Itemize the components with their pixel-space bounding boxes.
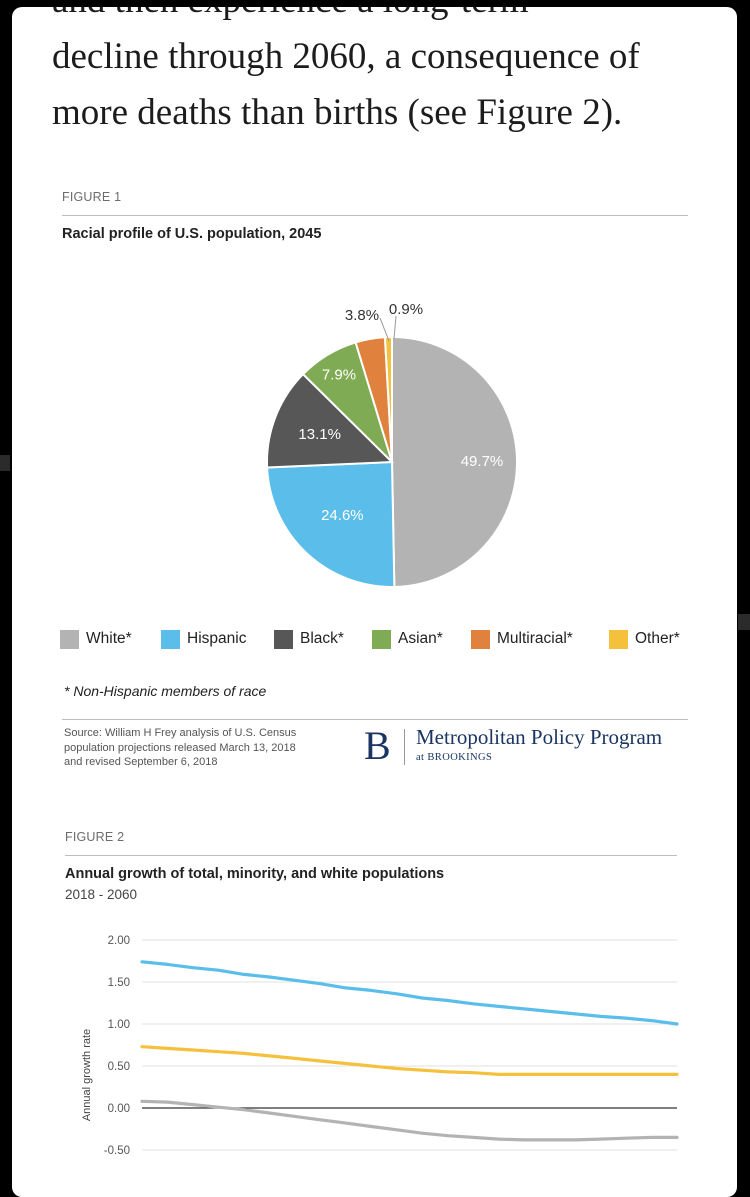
article-line: and then experience a long-term [52,7,732,29]
legend-item-black: Black* [274,627,344,651]
legend-item-hispanic: Hispanic [161,627,246,651]
figure1-rule [62,215,688,216]
pie-slice-other [383,335,393,463]
legend-label: Hispanic [187,630,247,647]
pie-data-label: 49.7% [461,453,504,470]
brookings-logo-divider [404,729,405,765]
brookings-program-name: Metropolitan Policy Program [416,725,663,749]
legend-swatch [372,629,391,649]
pie-leader-line [393,315,397,340]
pie-data-label: 3.8% [345,307,379,324]
pie-data-label: 0.9% [389,301,423,318]
legend-swatch [471,629,490,649]
figure2-title: Annual growth of total, minority, and wh… [65,866,445,882]
pie-data-label: 13.1% [298,426,341,443]
figure1-label: FIGURE 1 [62,190,122,204]
brookings-logo: B [364,723,391,768]
pie-leader-line [379,317,390,342]
figure1-bottom-rule [62,719,688,720]
pie-chart: 49.7% 24.6% 13.1% 7.9% 3.8% 0.9% [266,301,519,588]
pie-slice-white [391,335,519,588]
pie-data-label: 24.6% [321,507,364,524]
background-edge-left [0,455,10,471]
legend-item-asian: Asian* [372,627,443,651]
legend-label: White* [86,630,132,647]
brookings-sub: at BROOKINGS [416,752,493,763]
pie-slice-black [266,372,395,469]
figure1-footnote: * Non-Hispanic members of race [64,683,267,699]
y-tick-label: 1.00 [108,1019,130,1031]
source-line: and revised September 6, 2018 [64,756,218,768]
legend-swatch [274,629,293,649]
y-tick-label: -0.50 [104,1145,130,1157]
legend-label: Black* [300,630,344,647]
line-chart: 2.00 1.50 1.00 0.50 0.00 -0.50 Annual growth r… [81,935,679,1157]
legend-swatch [609,629,628,649]
legend-item-other: Other* [609,627,680,651]
legend-swatch [60,629,79,649]
y-tick-label: 1.50 [108,977,130,989]
figure2-rule [65,855,677,856]
figure1-title: Racial profile of U.S. population, 2045 [62,226,322,242]
legend-label: Multiracial* [497,630,573,647]
legend-swatch [161,629,180,649]
legend-item-white: White* [60,627,132,651]
article-line: more deaths than births (see Figure 2). [52,92,623,133]
pie-data-label: 7.9% [322,366,356,383]
legend-item-multiracial: Multiracial* [471,627,573,651]
article-card: and then experience a long-term decline … [12,7,737,1197]
legend-label: Asian* [398,630,443,647]
article-paragraph: and then experience a long-term decline … [52,7,732,141]
series-line-0 [140,960,679,1026]
series-line-1 [140,1045,679,1076]
y-tick-label: 2.00 [108,935,130,947]
y-axis-label: Annual growth rate [81,1029,93,1121]
source-line: population projections released March 13… [64,741,296,754]
y-tick-label: 0.50 [108,1061,130,1073]
source-line: Source: William H Frey analysis of U.S. … [64,727,297,739]
article-line: decline through 2060, a consequence of [52,36,640,77]
background-edge-right [738,614,750,630]
figure1-source: Source: William H Frey analysis of U.S. … [64,726,334,770]
legend-label: Other* [635,630,680,647]
pie-slice-hispanic [266,460,396,588]
series-line-2 [140,1099,679,1142]
figure2-label: FIGURE 2 [65,830,125,844]
figure2-subtitle: 2018 - 2060 [65,887,138,902]
pie-legend: White* Hispanic Black* Asian* Multiracia… [60,627,700,651]
y-tick-label: 0.00 [108,1103,130,1115]
